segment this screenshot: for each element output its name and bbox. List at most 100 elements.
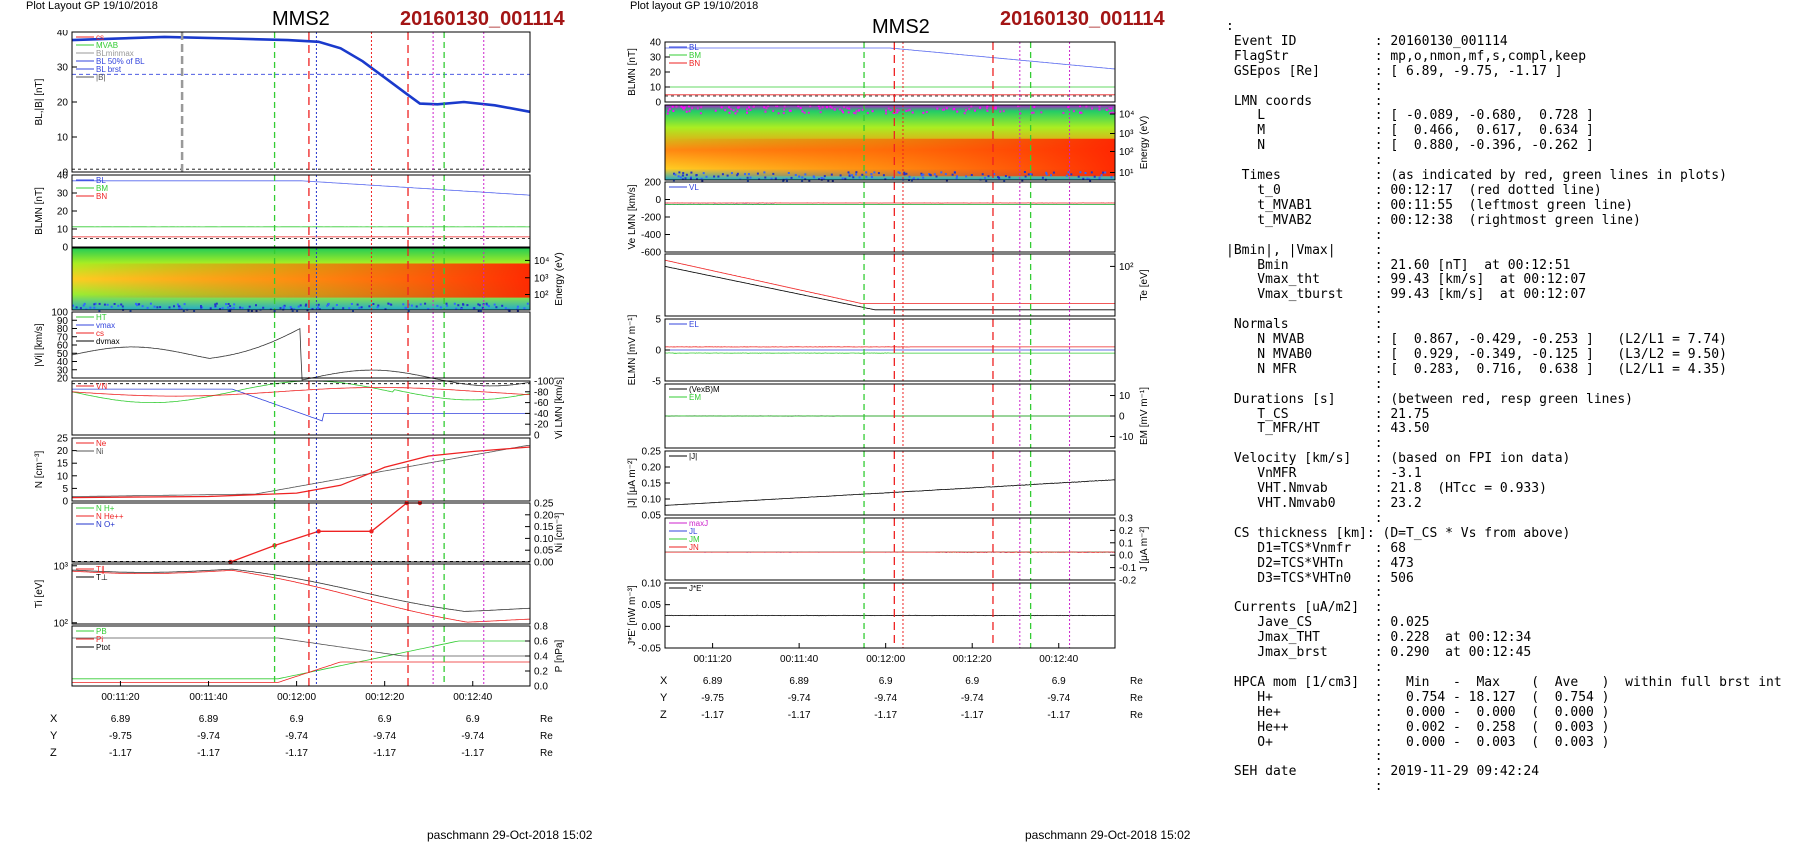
spectrogram-speckle — [83, 305, 85, 307]
info-line: VnMFR : -3.1 — [1226, 467, 1782, 482]
spectrogram-speckle — [169, 306, 171, 308]
y-tick-label: -60 — [534, 398, 549, 409]
spectrogram-speckle — [1062, 112, 1064, 114]
position-value: -9.74 — [285, 731, 308, 742]
info-line: : — [1226, 154, 1782, 169]
legend-entry: EM — [689, 393, 701, 402]
y-tick-label: -600 — [641, 248, 661, 259]
panel-jdote: -0.050.000.050.10J*E' [nW m⁻³]J*E' — [627, 579, 1115, 655]
spectrogram-speckle — [114, 303, 116, 305]
spectrogram-speckle — [700, 106, 702, 108]
info-line: He+ : 0.000 - 0.000 ( 0.000 ) — [1226, 706, 1782, 721]
info-line: SEH date : 2019-11-29 09:42:24 — [1226, 765, 1782, 780]
left-spacecraft-label: MMS2 — [272, 8, 330, 31]
spectrogram-speckle — [227, 307, 229, 309]
info-line: : — [1226, 750, 1782, 765]
info-line: GSEpos [Re] : [ 6.89, -9.75, -1.17 ] — [1226, 65, 1782, 80]
position-value: -1.17 — [285, 748, 308, 759]
y-tick-label: 40 — [57, 171, 69, 182]
spectrogram-speckle — [336, 304, 338, 306]
spectrogram-speckle — [328, 303, 330, 305]
spectrogram-speckle — [517, 306, 519, 308]
spectrogram-speckle — [871, 176, 873, 178]
info-line: FlagStr : mp,o,nmon,mf,s,compl,keep — [1226, 50, 1782, 65]
spectrogram-speckle — [411, 305, 413, 307]
spectrogram-speckle — [93, 303, 95, 305]
spectrogram-speckle — [1033, 112, 1035, 114]
y-tick-label: 5 — [655, 315, 661, 326]
spectrogram-speckle — [691, 107, 693, 109]
spectrogram-speckle — [255, 304, 257, 306]
position-unit: Re — [1130, 676, 1143, 687]
x-tick-label: 00:12:40 — [453, 692, 492, 703]
spectrogram-speckle — [688, 105, 690, 107]
spectrogram-speckle — [690, 172, 692, 174]
spectrogram-speckle — [766, 107, 768, 109]
spectrogram-speckle — [885, 110, 887, 112]
y-tick-label: 15 — [57, 459, 69, 470]
spectrogram-speckle — [763, 106, 765, 108]
spectrogram-speckle — [1086, 178, 1088, 180]
spectrogram-speckle — [748, 106, 750, 108]
panel-frame — [665, 451, 1115, 515]
spectrogram-speckle — [883, 174, 885, 176]
spectrogram-speckle — [700, 112, 702, 114]
y-tick-label: 10 — [1119, 391, 1131, 402]
spectrogram-speckle — [842, 111, 844, 113]
spectrogram-speckle — [225, 303, 227, 305]
spectrogram-speckle — [473, 307, 475, 309]
y-tick-label: 20 — [57, 446, 69, 457]
y-tick-label: 10 — [650, 83, 662, 94]
panel-frame — [72, 312, 530, 378]
spectrogram-speckle — [736, 110, 738, 112]
position-value: -1.17 — [1047, 710, 1070, 721]
spectrogram-speckle — [912, 112, 914, 114]
spectrogram-speckle — [1101, 174, 1103, 176]
spectrogram-speckle — [416, 306, 418, 308]
series-line-vm — [72, 389, 530, 421]
y-tick-label: 0.4 — [534, 652, 548, 663]
spectrogram-speckle — [885, 112, 887, 114]
position-label: Y — [660, 692, 668, 704]
spectrogram-speckle — [999, 111, 1001, 113]
spectrogram-speckle — [1106, 109, 1108, 111]
info-line: : — [1226, 780, 1782, 795]
y-tick-label: 0.20 — [534, 510, 554, 521]
spectrogram-speckle — [834, 109, 836, 111]
spectrogram-speckle — [1024, 171, 1026, 173]
spectrogram-speckle — [778, 112, 780, 114]
spectrogram-speckle — [178, 308, 180, 310]
spectrogram-speckle — [1108, 108, 1110, 110]
spectrogram-speckle — [934, 173, 936, 175]
spectrogram-speckle — [821, 177, 823, 179]
spectrogram-speckle — [1091, 171, 1093, 173]
panel-frame — [665, 42, 1115, 102]
spectrogram-speckle — [680, 176, 682, 178]
spectrogram-speckle — [405, 307, 407, 309]
info-line: Currents [uA/m2] : — [1226, 601, 1782, 616]
position-unit: Re — [1130, 693, 1143, 704]
spectrogram-speckle — [184, 303, 186, 305]
spectrogram-speckle — [120, 304, 122, 306]
spectrogram-speckle — [1110, 108, 1112, 110]
y-tick-label: 25 — [57, 434, 69, 445]
y-axis-label: Energy (eV) — [1139, 116, 1150, 169]
spectrogram-speckle — [775, 178, 777, 180]
spectrogram-speckle — [357, 304, 359, 306]
y-tick-label: 10² — [1119, 147, 1134, 158]
x-tick-label: 00:12:00 — [277, 692, 316, 703]
spectrogram-speckle — [305, 304, 307, 306]
spectrogram-speckle — [872, 110, 874, 112]
spectrogram-speckle — [861, 174, 863, 176]
spectrogram-speckle — [138, 303, 140, 305]
y-tick-label: 100 — [51, 308, 68, 319]
panel-frame — [665, 518, 1115, 580]
spectrogram-speckle — [436, 305, 438, 307]
spectrogram-speckle — [855, 173, 857, 175]
spectrogram-speckle — [824, 175, 826, 177]
spectrogram-speckle — [686, 111, 688, 113]
